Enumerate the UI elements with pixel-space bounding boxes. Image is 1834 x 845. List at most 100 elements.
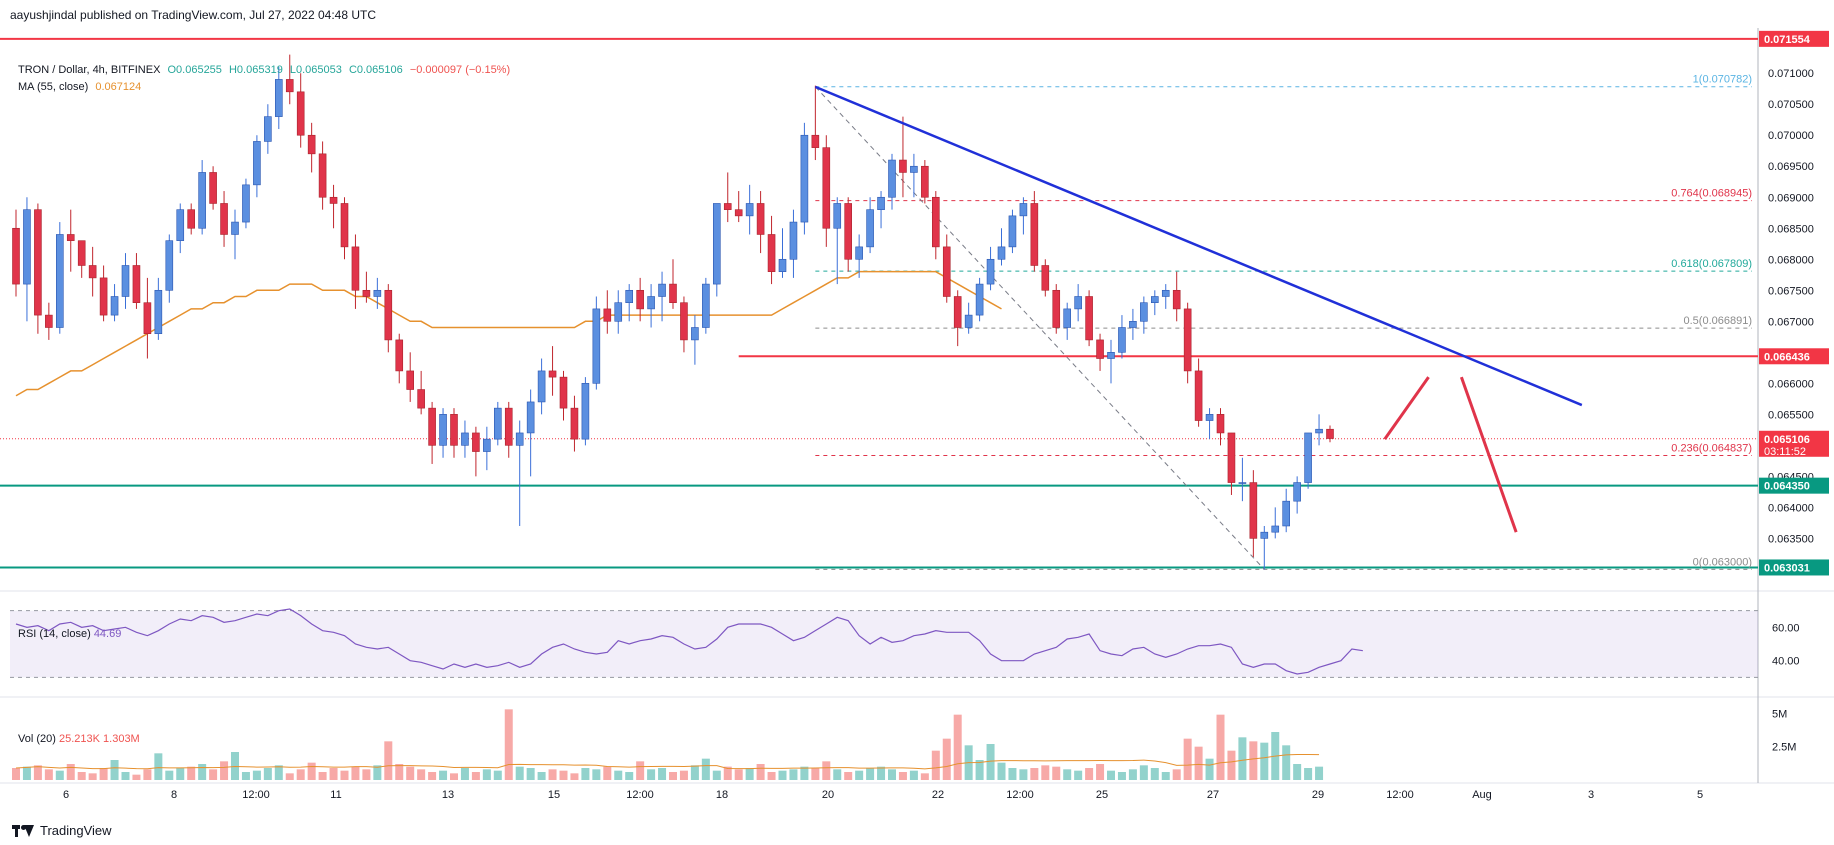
volume-label: Vol (20) bbox=[18, 733, 56, 745]
candle-body bbox=[1304, 432, 1312, 483]
publisher-text: aayushjindal published on TradingView.co… bbox=[10, 8, 377, 22]
candle-body bbox=[253, 141, 261, 186]
volume-bar bbox=[12, 768, 20, 780]
candle-body bbox=[1074, 296, 1082, 310]
price-tag-label: 0.063031 bbox=[1764, 562, 1810, 574]
candle-body bbox=[504, 407, 513, 446]
candle-body bbox=[592, 308, 601, 384]
volume-bar bbox=[888, 769, 896, 780]
candle-body bbox=[899, 159, 907, 173]
time-tick-label: 5 bbox=[1697, 789, 1703, 801]
candle-body bbox=[23, 209, 31, 285]
volume-bar bbox=[778, 770, 787, 780]
volume-bar bbox=[975, 760, 984, 780]
volume-bar bbox=[898, 772, 907, 780]
volume-bar bbox=[373, 765, 382, 780]
volume-bar bbox=[603, 766, 612, 780]
volume-bar bbox=[176, 768, 185, 780]
candle-body bbox=[570, 407, 579, 440]
volume-bar bbox=[1041, 765, 1050, 780]
candle-body bbox=[1161, 289, 1170, 297]
candle-body bbox=[143, 302, 152, 335]
time-tick-label: 13 bbox=[442, 789, 454, 801]
candle-body bbox=[198, 172, 206, 229]
candle-body bbox=[767, 234, 776, 272]
volume-ma-value: 1.303M bbox=[103, 733, 140, 745]
candle-body bbox=[209, 172, 217, 204]
chart-svg[interactable]: USD0.0710000.0705000.0700000.0695000.069… bbox=[0, 28, 1834, 820]
candle-body bbox=[285, 79, 294, 93]
chart-area[interactable]: USD0.0710000.0705000.0700000.0695000.069… bbox=[0, 28, 1834, 820]
tradingview-brand[interactable]: TradingView bbox=[12, 823, 112, 838]
volume-bar bbox=[614, 770, 623, 780]
volume-bar bbox=[625, 772, 634, 780]
candle-body bbox=[1096, 339, 1104, 359]
candle-body bbox=[340, 203, 349, 248]
candle-body bbox=[165, 240, 174, 291]
volume-bar bbox=[504, 709, 513, 780]
candle-body bbox=[1085, 296, 1093, 341]
rsi-tick-label: 60.00 bbox=[1772, 622, 1800, 634]
volume-bar bbox=[658, 768, 667, 780]
candle-body bbox=[1183, 308, 1192, 372]
candle-body bbox=[1315, 428, 1323, 434]
candle-body bbox=[559, 376, 568, 409]
volume-bar bbox=[307, 762, 316, 780]
candle-body bbox=[1216, 414, 1225, 434]
volume-bar bbox=[559, 770, 568, 780]
volume-bar bbox=[1183, 738, 1192, 780]
rsi-band-fill bbox=[10, 610, 1758, 678]
candle-body bbox=[855, 246, 863, 260]
candle-body bbox=[614, 302, 623, 322]
volume-bar bbox=[209, 769, 218, 780]
candle-body bbox=[307, 134, 316, 155]
price-tag-label: 0.064350 bbox=[1764, 481, 1810, 493]
candle-body bbox=[373, 289, 382, 297]
volume-bar bbox=[822, 761, 831, 780]
fib-level-label: 1(0.070782) bbox=[1693, 74, 1752, 86]
fib-level-label: 0.764(0.068945) bbox=[1671, 188, 1752, 200]
volume-bar bbox=[1238, 737, 1247, 780]
price-tick-label: 0.068000 bbox=[1768, 254, 1814, 266]
volume-bar bbox=[1139, 765, 1148, 780]
price-tag-label: 0.065106 bbox=[1764, 434, 1810, 446]
volume-bar bbox=[592, 769, 601, 780]
volume-bar bbox=[844, 772, 853, 780]
volume-bar bbox=[986, 744, 995, 780]
candle-body bbox=[55, 234, 64, 328]
price-tick-label: 0.069500 bbox=[1768, 161, 1814, 173]
volume-bar bbox=[231, 752, 239, 780]
candle-body bbox=[669, 283, 677, 303]
rsi-line bbox=[15, 608, 1363, 675]
candle-body bbox=[110, 296, 119, 316]
candle-body bbox=[461, 432, 469, 446]
candle-body bbox=[702, 283, 710, 328]
volume-bar bbox=[450, 773, 458, 780]
candle-body bbox=[264, 116, 272, 142]
volume-bar bbox=[252, 770, 261, 780]
candle-body bbox=[866, 209, 874, 248]
candle-body bbox=[964, 314, 973, 328]
candle-body bbox=[1041, 265, 1050, 291]
time-tick-label: 27 bbox=[1207, 789, 1219, 801]
candle-body bbox=[942, 246, 951, 297]
price-tick-label: 0.070500 bbox=[1768, 99, 1814, 111]
fib-level-label: 0.5(0.066891) bbox=[1684, 315, 1753, 327]
candle-body bbox=[34, 209, 42, 316]
candle-body bbox=[931, 196, 940, 248]
rsi-value: 44.69 bbox=[93, 628, 122, 640]
volume-bar bbox=[143, 769, 152, 780]
candle-body bbox=[691, 327, 699, 341]
fib-level-label: 0.618(0.067809) bbox=[1671, 258, 1752, 270]
volume-bar bbox=[537, 772, 546, 780]
candle-body bbox=[154, 289, 163, 335]
candle-body bbox=[647, 296, 655, 310]
volume-bar bbox=[77, 772, 86, 780]
volume-bar bbox=[439, 770, 448, 780]
volume-bar bbox=[1096, 764, 1105, 780]
volume-bar bbox=[471, 772, 480, 780]
volume-bar bbox=[362, 769, 371, 780]
rsi-legend: RSI (14, close) 44.69 bbox=[18, 628, 121, 640]
time-tick-label: 29 bbox=[1312, 789, 1324, 801]
candle-body bbox=[1107, 352, 1115, 359]
